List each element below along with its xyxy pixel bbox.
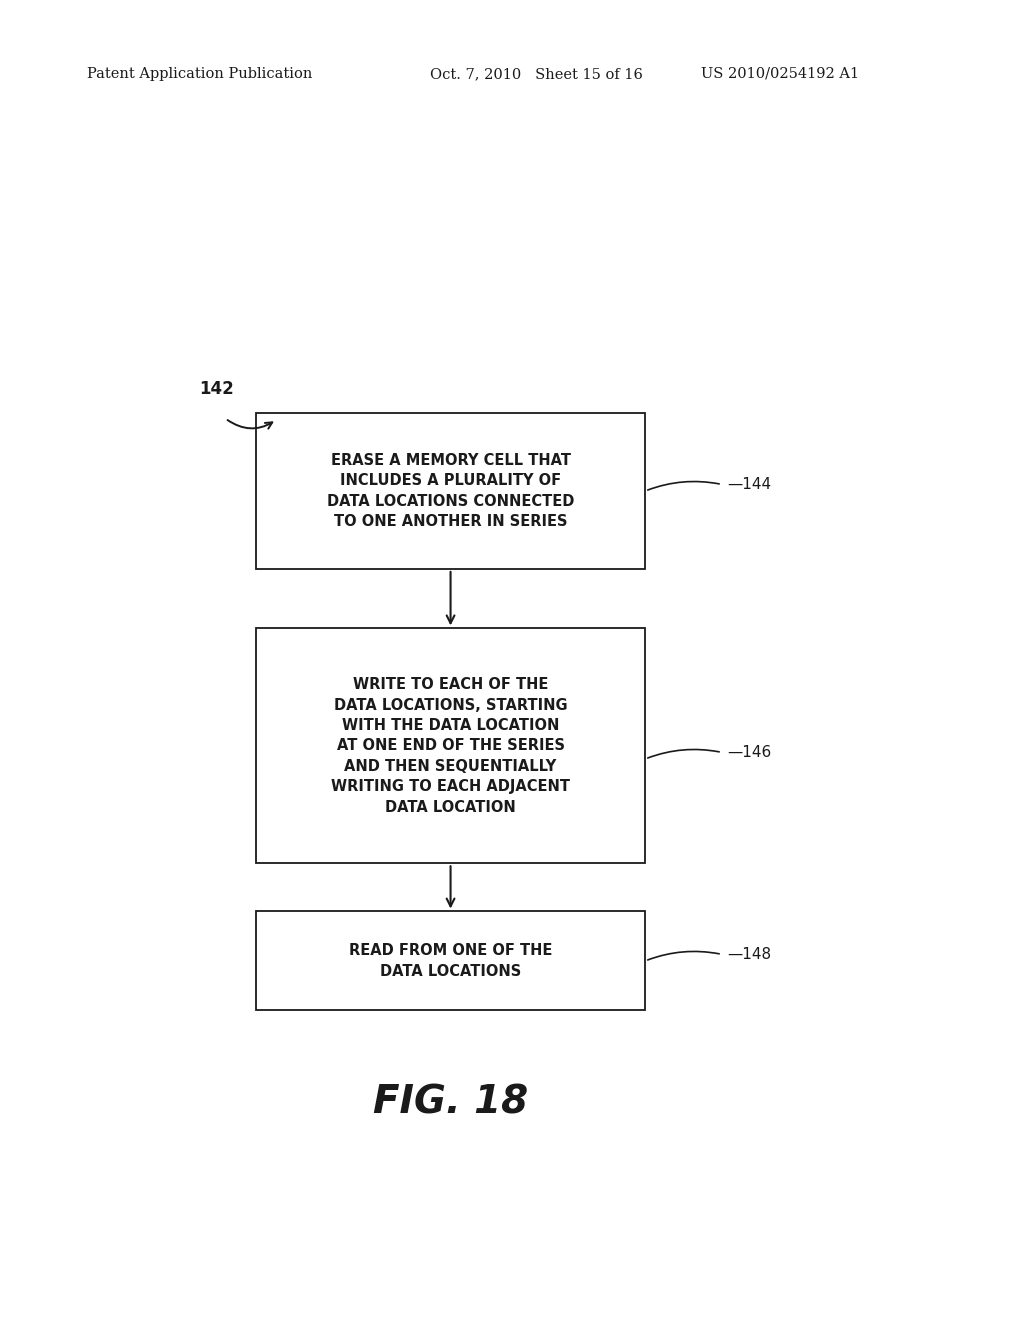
Text: FIG. 18: FIG. 18: [373, 1084, 528, 1121]
Text: Oct. 7, 2010   Sheet 15 of 16: Oct. 7, 2010 Sheet 15 of 16: [430, 67, 643, 81]
Bar: [256, 413, 645, 569]
Text: ERASE A MEMORY CELL THAT
INCLUDES A PLURALITY OF
DATA LOCATIONS CONNECTED
TO ONE: ERASE A MEMORY CELL THAT INCLUDES A PLUR…: [327, 453, 574, 529]
Text: —148: —148: [727, 946, 771, 962]
Text: Patent Application Publication: Patent Application Publication: [87, 67, 312, 81]
FancyArrowPatch shape: [227, 420, 272, 429]
Text: US 2010/0254192 A1: US 2010/0254192 A1: [701, 67, 859, 81]
Text: READ FROM ONE OF THE
DATA LOCATIONS: READ FROM ONE OF THE DATA LOCATIONS: [349, 944, 552, 978]
Bar: [256, 911, 645, 1011]
Text: —146: —146: [727, 744, 771, 760]
Text: —144: —144: [727, 477, 771, 492]
Text: WRITE TO EACH OF THE
DATA LOCATIONS, STARTING
WITH THE DATA LOCATION
AT ONE END : WRITE TO EACH OF THE DATA LOCATIONS, STA…: [331, 677, 570, 814]
Text: 142: 142: [200, 380, 234, 399]
Bar: [256, 628, 645, 863]
